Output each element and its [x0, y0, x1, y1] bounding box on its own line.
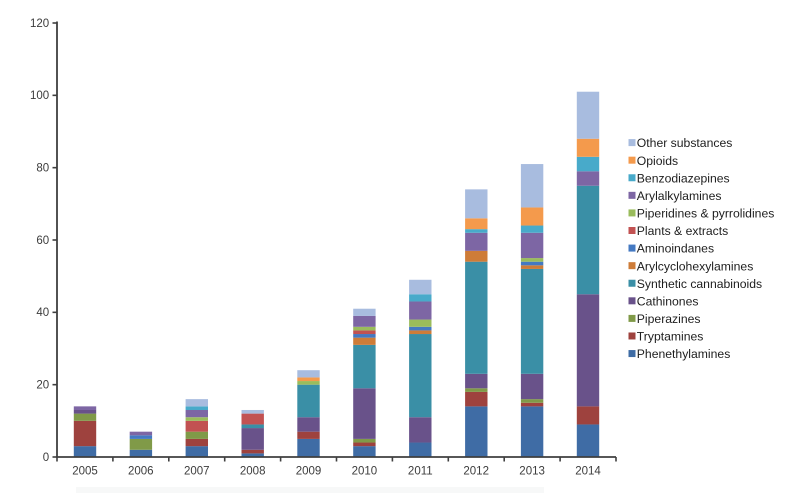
- svg-text:Piperazines: Piperazines: [637, 312, 701, 326]
- svg-text:120: 120: [30, 18, 49, 30]
- svg-text:Cathinones: Cathinones: [637, 294, 699, 308]
- svg-text:Tryptamines: Tryptamines: [637, 330, 704, 344]
- svg-text:20: 20: [36, 379, 49, 391]
- svg-text:2008: 2008: [240, 466, 266, 478]
- svg-text:2009: 2009: [296, 466, 322, 478]
- svg-text:2012: 2012: [463, 466, 489, 478]
- svg-text:2011: 2011: [408, 466, 433, 478]
- svg-text:Synthetic cannabinoids: Synthetic cannabinoids: [637, 277, 762, 291]
- svg-text:Piperidines & pyrrolidines: Piperidines & pyrrolidines: [637, 207, 775, 221]
- svg-text:2014: 2014: [575, 466, 601, 478]
- svg-text:Aminoindanes: Aminoindanes: [637, 242, 714, 256]
- svg-text:0: 0: [43, 452, 49, 464]
- svg-text:2006: 2006: [128, 466, 154, 478]
- svg-text:2005: 2005: [72, 466, 98, 478]
- svg-text:Plants & extracts: Plants & extracts: [637, 224, 728, 238]
- svg-text:Arylcyclohexylamines: Arylcyclohexylamines: [637, 259, 754, 273]
- svg-text:40: 40: [36, 307, 49, 319]
- svg-text:60: 60: [36, 235, 49, 247]
- svg-text:Opioids: Opioids: [637, 154, 678, 168]
- svg-text:100: 100: [30, 90, 49, 102]
- svg-text:Other substances: Other substances: [637, 136, 733, 150]
- svg-text:2007: 2007: [184, 466, 210, 478]
- svg-text:Arylalkylamines: Arylalkylamines: [637, 189, 722, 203]
- svg-text:Benzodiazepines: Benzodiazepines: [637, 171, 730, 185]
- svg-text:2010: 2010: [352, 466, 378, 478]
- svg-text:2013: 2013: [519, 466, 545, 478]
- svg-text:80: 80: [36, 162, 49, 174]
- svg-text:Phenethylamines: Phenethylamines: [637, 347, 731, 361]
